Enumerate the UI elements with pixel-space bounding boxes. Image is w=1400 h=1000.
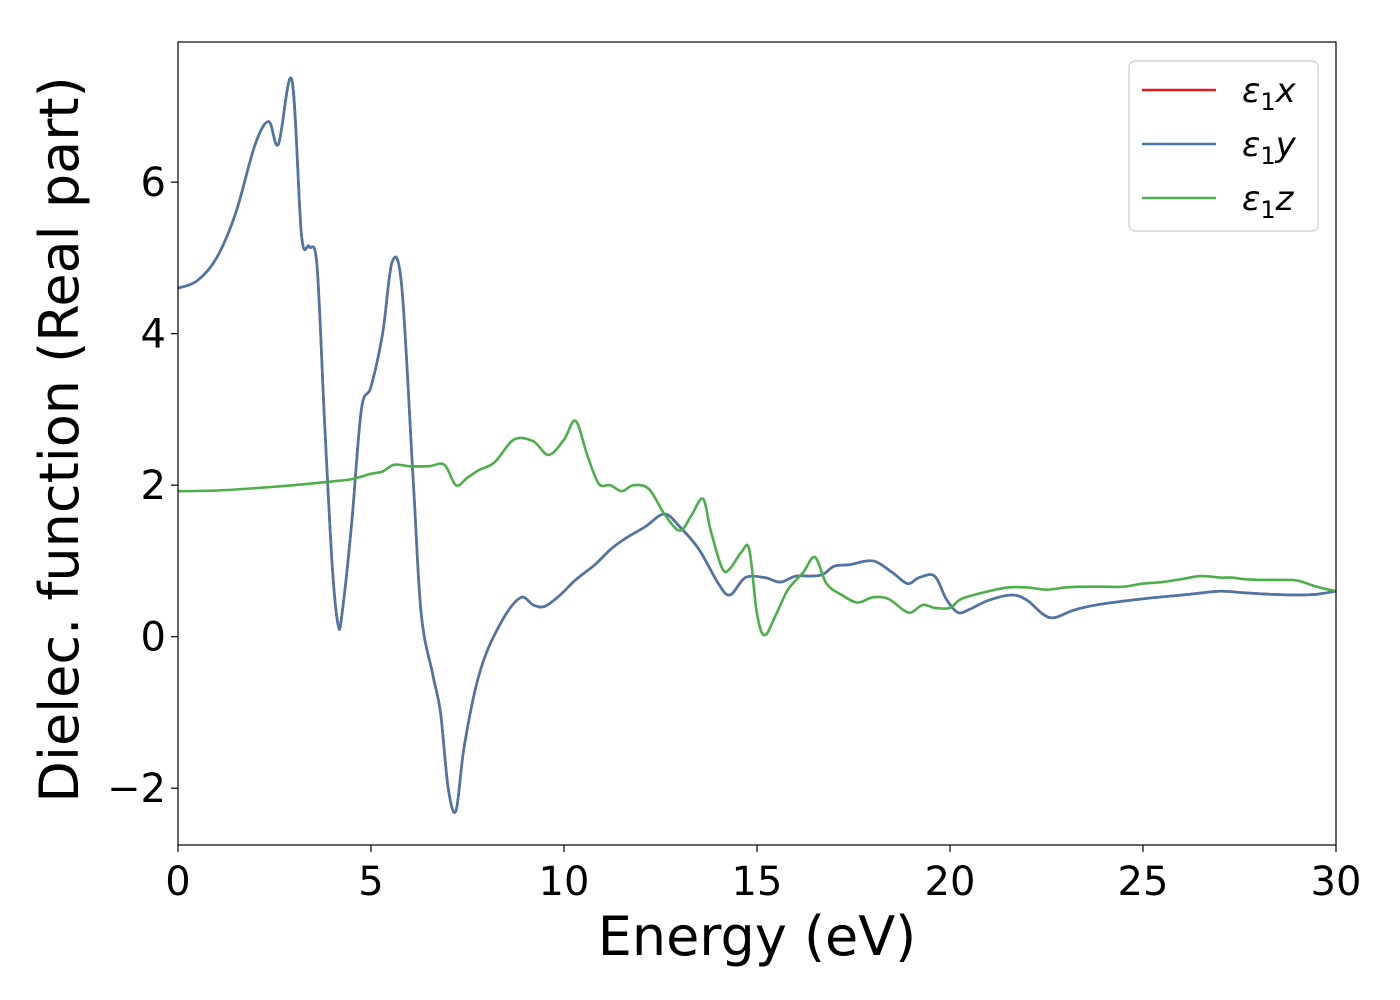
series-line-z bbox=[178, 419, 1336, 637]
legend: ε1x ε1y ε1z bbox=[1128, 60, 1319, 232]
legend-item-z: ε1z bbox=[1142, 179, 1295, 224]
y-tick-label: 4 bbox=[141, 312, 166, 358]
x-tick-label: 20 bbox=[925, 859, 976, 905]
y-tick-label: 0 bbox=[141, 615, 166, 661]
x-axis: 0 5 10 15 20 25 30 bbox=[165, 845, 1361, 905]
x-tick-label: 25 bbox=[1118, 859, 1169, 905]
x-axis-label: Energy (eV) bbox=[598, 905, 917, 968]
y-axis: −2 0 2 4 6 bbox=[107, 160, 178, 812]
x-tick-label: 0 bbox=[165, 859, 190, 905]
x-tick-label: 15 bbox=[732, 859, 783, 905]
y-axis-label: Dielec. function (Real part) bbox=[28, 76, 91, 802]
series-line-y bbox=[178, 76, 1336, 814]
legend-item-x: ε1x bbox=[1142, 71, 1297, 116]
legend-label: ε1z bbox=[1242, 179, 1295, 224]
legend-item-y: ε1y bbox=[1142, 125, 1297, 170]
legend-box bbox=[1128, 60, 1319, 232]
y-tick-label: 2 bbox=[141, 463, 166, 509]
x-tick-label: 10 bbox=[539, 859, 590, 905]
y-tick-label: −2 bbox=[107, 766, 166, 812]
x-tick-label: 30 bbox=[1311, 859, 1362, 905]
legend-label: ε1x bbox=[1242, 71, 1297, 116]
plot-lines bbox=[178, 76, 1336, 814]
x-tick-label: 5 bbox=[358, 859, 383, 905]
legend-label: ε1y bbox=[1242, 125, 1297, 170]
y-tick-label: 6 bbox=[141, 160, 166, 206]
